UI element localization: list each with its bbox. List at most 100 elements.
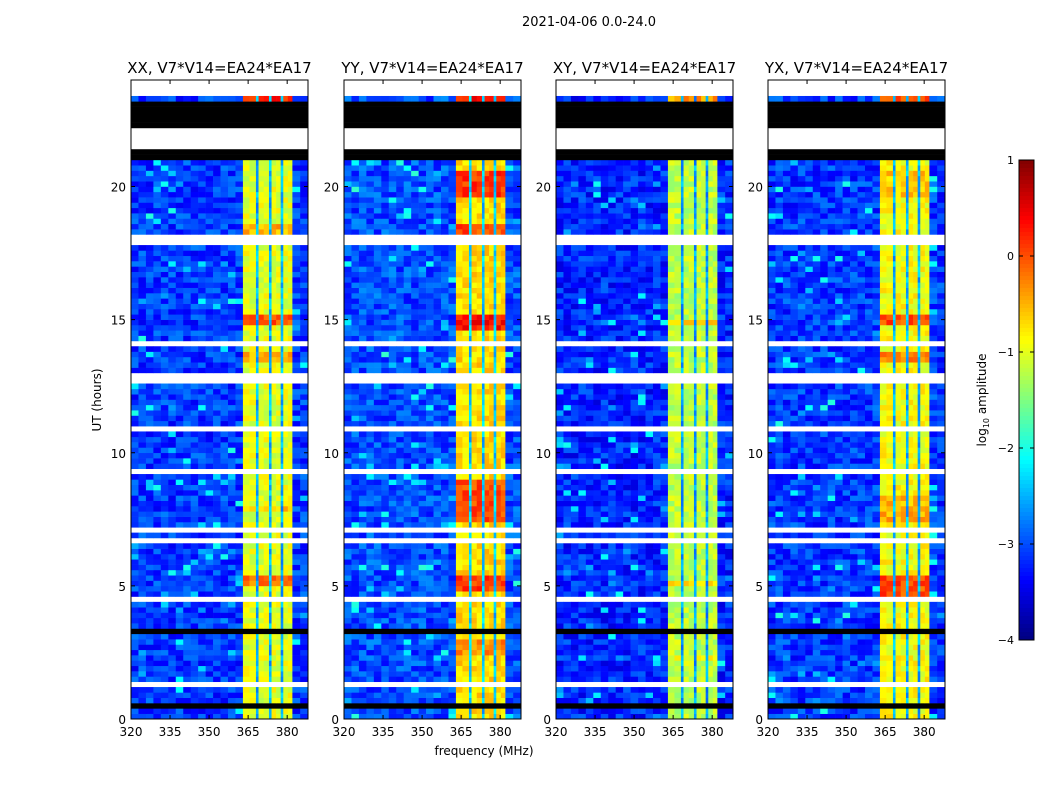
heatmap-cell — [366, 591, 375, 597]
heatmap-cell — [476, 255, 483, 262]
heatmap-cell — [388, 521, 397, 528]
heatmap-cell — [411, 697, 419, 704]
heatmap-cell — [138, 197, 147, 203]
heatmap-cell — [228, 303, 236, 310]
heatmap-cell — [396, 303, 404, 310]
heatmap-cell — [175, 330, 184, 336]
heatmap-cell — [228, 356, 236, 363]
heatmap-cell — [426, 484, 434, 491]
heatmap-cell — [484, 665, 490, 672]
heatmap-cell — [153, 383, 162, 390]
heatmap-cell — [138, 287, 147, 294]
heatmap-cell — [280, 324, 284, 331]
heatmap-cell — [418, 591, 427, 597]
heatmap-cell — [255, 245, 259, 251]
heatmap-cell — [263, 601, 270, 608]
heatmap-cell — [418, 580, 427, 587]
heatmap-cell — [283, 490, 289, 496]
heatmap-cell — [358, 324, 367, 331]
heatmap-cell — [220, 197, 229, 203]
heatmap-cell — [366, 298, 375, 304]
heatmap-cell — [358, 287, 367, 294]
heatmap-cell — [131, 335, 139, 342]
heatmap-cell — [462, 607, 470, 613]
heatmap-cell — [300, 436, 309, 443]
heatmap-cell — [381, 319, 390, 326]
heatmap-cell — [220, 229, 229, 235]
heatmap-cell — [471, 218, 478, 225]
heatmap-cell — [131, 303, 139, 310]
heatmap-cell — [489, 511, 494, 517]
heatmap-cell — [426, 399, 434, 406]
heatmap-cell — [496, 271, 502, 278]
heatmap-cell — [255, 687, 259, 693]
heatmap-cell — [426, 335, 434, 342]
heatmap-cell — [190, 282, 199, 288]
heatmap-cell — [287, 399, 293, 406]
heatmap-cell — [358, 420, 367, 427]
heatmap-cell — [418, 271, 427, 278]
heatmap-cell — [263, 245, 270, 251]
heatmap-cell — [249, 404, 257, 411]
heatmap-cell — [411, 452, 419, 459]
heatmap-cell — [249, 261, 257, 267]
heatmap-cell — [426, 553, 434, 560]
heatmap-cell — [153, 404, 162, 411]
heatmap-cell — [300, 516, 309, 523]
flagged-row — [344, 703, 521, 709]
heatmap-cell — [220, 697, 229, 704]
heatmap-cell — [344, 436, 352, 443]
heatmap-cell — [426, 383, 434, 390]
heatmap-cell — [235, 612, 244, 619]
heatmap-cell — [175, 458, 184, 464]
heatmap-cell — [213, 639, 221, 645]
heatmap-cell — [249, 490, 257, 496]
heatmap-cell — [484, 362, 490, 368]
heatmap-cell — [358, 617, 367, 624]
heatmap-cell — [493, 511, 497, 517]
heatmap-cell — [242, 298, 250, 304]
heatmap-cell — [462, 202, 470, 209]
heatmap-cell — [433, 207, 442, 214]
heatmap-cell — [249, 585, 257, 592]
heatmap-cell — [220, 665, 229, 672]
heatmap-cell — [471, 639, 478, 645]
heatmap-cell — [513, 676, 522, 683]
heatmap-cell — [242, 170, 250, 177]
heatmap-cell — [462, 207, 470, 214]
heatmap-cell — [366, 394, 375, 400]
heatmap-cell — [471, 516, 478, 523]
heatmap-cell — [441, 250, 449, 257]
heatmap-cell — [373, 250, 382, 257]
heatmap-cell — [160, 159, 169, 166]
heatmap-cell — [358, 452, 367, 459]
heatmap-cell — [462, 500, 470, 507]
heatmap-cell — [235, 207, 244, 214]
heatmap-cell — [160, 649, 169, 656]
heatmap-cell — [411, 532, 419, 539]
heatmap-cell — [471, 495, 478, 501]
heatmap-cell — [358, 665, 367, 672]
heatmap-cell — [441, 580, 449, 587]
heatmap-cell — [283, 511, 289, 517]
heatmap-cell — [468, 569, 472, 576]
heatmap-cell — [344, 420, 352, 427]
heatmap-cell — [471, 388, 478, 395]
heatmap-cell — [426, 511, 434, 517]
heatmap-cell — [468, 266, 472, 272]
heatmap-cell — [292, 569, 301, 576]
heatmap-cell — [228, 186, 236, 193]
heatmap-cell — [493, 298, 497, 304]
heatmap-cell — [455, 255, 463, 262]
heatmap-cell — [418, 639, 427, 645]
heatmap-cell — [131, 500, 139, 507]
heatmap-cell — [145, 623, 154, 629]
heatmap-cell — [411, 383, 419, 390]
heatmap-cell — [145, 617, 154, 624]
heatmap-cell — [283, 500, 289, 507]
heatmap-cell — [175, 346, 184, 352]
heatmap-cell — [426, 298, 434, 304]
heatmap-cell — [228, 692, 236, 698]
heatmap-cell — [476, 367, 483, 374]
heatmap-cell — [484, 330, 490, 336]
